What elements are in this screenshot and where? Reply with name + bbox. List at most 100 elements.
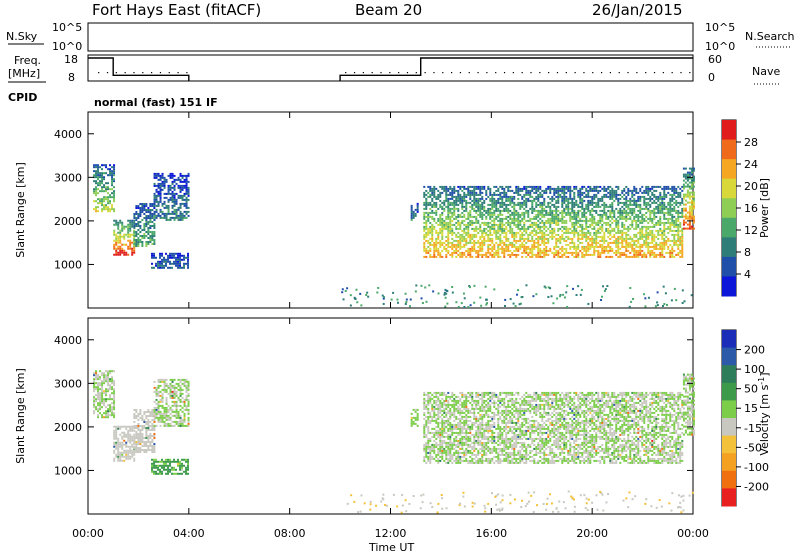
power-echo-cell: [107, 208, 110, 211]
power-echo-cell: [563, 211, 566, 214]
power-echo-cell: [667, 221, 670, 224]
power-echo-cell: [573, 247, 576, 250]
velocity-echo-cell: [185, 404, 188, 407]
power-echo-cell: [643, 219, 646, 222]
power-echo-cell: [479, 187, 482, 190]
velocity-echo-cell: [173, 396, 176, 399]
power-echo-cell: [477, 255, 480, 258]
power-echo-cell: [565, 227, 568, 230]
power-echo-cell: [425, 199, 428, 202]
power-echo-cell: [475, 241, 478, 244]
power-echo-cell: [439, 199, 442, 202]
velocity-echo-cell: [113, 416, 116, 419]
power-echo-cell: [491, 253, 494, 256]
power-echo-cell: [183, 178, 186, 181]
velocity-echo-cell: [113, 445, 116, 448]
power-echo-cell: [461, 221, 464, 224]
power-echo-cell: [677, 219, 680, 222]
power-echo-cell: [481, 231, 484, 234]
velocity-echo-cell: [125, 443, 128, 446]
power-echo-cell: [515, 231, 518, 234]
power-echo-cell: [581, 185, 584, 188]
power-echo-cell: [575, 223, 578, 226]
power-echo-cell: [429, 231, 432, 234]
power-echo-cell: [629, 207, 632, 210]
power-echo-cell: [437, 241, 440, 244]
power-echo-cell: [501, 187, 504, 190]
power-echo-cell: [607, 187, 610, 190]
power-echo-cell: [487, 213, 490, 216]
power-echo-cell: [563, 185, 566, 188]
power-echo-cell: [556, 297, 559, 300]
velocity-echo-cell: [137, 433, 140, 436]
power-echo-cell: [537, 231, 540, 234]
power-echo-cell: [483, 221, 486, 224]
power-echo-cell: [667, 251, 670, 254]
power-echo-cell: [493, 247, 496, 250]
velocity-echo-cell: [185, 466, 188, 469]
power-echo-cell: [473, 301, 476, 304]
power-echo-cell: [523, 213, 526, 216]
power-echo-cell: [499, 225, 502, 228]
velocity-echo-cell: [101, 384, 104, 387]
power-echo-cell: [609, 211, 612, 214]
power-echo-cell: [595, 201, 598, 204]
power-echo-cell: [601, 217, 604, 220]
power-echo-cell: [177, 264, 180, 267]
power-echo-cell: [539, 243, 542, 246]
power-echo-cell: [532, 295, 535, 298]
power-echo-cell: [627, 233, 630, 236]
velocity-echo-cell: [163, 414, 166, 417]
power-echo-cell: [553, 245, 556, 248]
power-echo-cell: [684, 175, 687, 178]
power-echo-cell: [133, 249, 136, 252]
power-echo-cell: [625, 191, 628, 194]
power-echo-cell: [637, 251, 640, 254]
velocity-echo-cell: [181, 382, 184, 385]
power-echo-cell: [503, 255, 506, 258]
power-echo-cell: [425, 231, 428, 234]
velocity-echo-cell: [175, 394, 178, 397]
power-echo-cell: [457, 249, 460, 252]
power-echo-cell: [515, 241, 518, 244]
power-echo-cell: [569, 227, 572, 230]
power-echo-cell: [692, 219, 695, 222]
power-echo-cell: [429, 203, 432, 206]
power-echo-cell: [625, 237, 628, 240]
power-echo-cell: [535, 217, 538, 220]
power-echo-cell: [477, 251, 480, 254]
power-echo-cell: [175, 202, 178, 205]
power-echo-cell: [637, 225, 640, 228]
velocity-echo-cell: [161, 470, 164, 473]
velocity-echo-cell: [105, 406, 108, 409]
power-echo-cell: [473, 243, 476, 246]
power-echo-cell: [655, 223, 658, 226]
power-echo-cell: [690, 227, 693, 230]
power-echo-cell: [625, 215, 628, 218]
power-echo-cell: [671, 213, 674, 216]
power-echo-cell: [653, 251, 656, 254]
power-echo-cell: [167, 212, 170, 215]
power-echo-cell: [435, 239, 438, 242]
velocity-echo-cell: [155, 410, 158, 413]
power-echo-cell: [663, 215, 666, 218]
power-echo-cell: [507, 199, 510, 202]
velocity-echo-cell: [135, 409, 138, 412]
power-echo-cell: [481, 255, 484, 258]
power-echo-cell: [133, 227, 136, 230]
power-echo-cell: [543, 223, 546, 226]
power-echo-cell: [619, 237, 622, 240]
power-echo-cell: [155, 198, 158, 201]
velocity-echo-cell: [177, 424, 180, 427]
power-echo-cell: [169, 196, 172, 199]
power-echo-cell: [453, 231, 456, 234]
velocity-echo-cell: [153, 424, 156, 427]
power-ytick-label: 2000: [54, 215, 82, 228]
power-echo-cell: [543, 247, 546, 250]
velocity-echo-cell: [123, 443, 126, 446]
power-echo-cell: [457, 245, 460, 248]
power-echo-cell: [655, 235, 658, 238]
power-echo-cell: [113, 219, 116, 222]
power-echo-cell: [465, 237, 468, 240]
power-echo-cell: [504, 298, 507, 301]
